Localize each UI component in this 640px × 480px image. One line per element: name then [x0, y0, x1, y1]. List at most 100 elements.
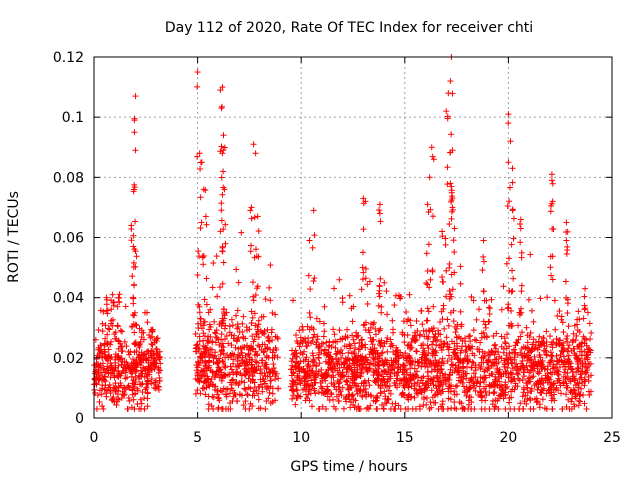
y-tick-label: 0.04 — [53, 291, 84, 307]
data-point — [157, 353, 164, 360]
data-point — [261, 341, 268, 348]
data-point — [339, 295, 346, 302]
data-point — [112, 388, 119, 395]
data-point — [267, 346, 274, 353]
data-point — [232, 344, 239, 351]
data-point — [228, 316, 235, 323]
data-point — [101, 386, 108, 393]
data-point — [440, 302, 447, 309]
data-point — [500, 283, 507, 290]
data-point — [301, 348, 308, 355]
data-point — [100, 405, 107, 412]
data-point — [241, 366, 248, 373]
data-point — [310, 207, 317, 214]
data-point — [424, 369, 431, 376]
data-point — [548, 171, 555, 178]
data-point — [131, 381, 138, 388]
data-point — [482, 397, 489, 404]
data-point — [197, 166, 204, 173]
data-point — [96, 398, 103, 405]
data-point — [115, 356, 122, 363]
data-point — [586, 320, 593, 327]
data-point — [429, 153, 436, 160]
data-point — [480, 318, 487, 325]
data-point — [486, 311, 493, 318]
data-point — [518, 288, 525, 295]
data-point — [263, 383, 270, 390]
data-point — [442, 241, 449, 248]
data-point — [217, 351, 224, 358]
data-point — [267, 377, 274, 384]
data-point — [202, 213, 209, 220]
data-point — [214, 293, 221, 300]
data-point — [506, 255, 513, 262]
data-point — [119, 347, 126, 354]
data-point — [192, 390, 199, 397]
data-point — [219, 248, 226, 255]
data-point — [479, 267, 486, 274]
data-point — [241, 379, 248, 386]
data-point — [485, 318, 492, 325]
data-point — [197, 372, 204, 379]
data-point — [208, 376, 215, 383]
data-point — [233, 266, 240, 273]
data-point — [138, 381, 145, 388]
data-point — [130, 377, 137, 384]
data-point — [423, 317, 430, 324]
data-point — [123, 367, 130, 374]
data-point — [509, 179, 516, 186]
data-point — [330, 326, 337, 333]
data-point — [257, 370, 264, 377]
data-point — [383, 288, 390, 295]
data-point — [245, 384, 252, 391]
data-point — [252, 150, 259, 157]
data-point — [346, 292, 353, 299]
data-point — [503, 260, 510, 267]
data-point — [212, 339, 219, 346]
data-point — [128, 226, 135, 233]
data-point — [230, 356, 237, 363]
data-point — [206, 383, 213, 390]
data-point — [218, 105, 225, 112]
data-point — [418, 307, 425, 314]
data-point — [216, 341, 223, 348]
data-point — [253, 387, 260, 394]
data-point — [155, 384, 162, 391]
data-point — [401, 339, 408, 346]
data-point — [372, 331, 379, 338]
data-point — [253, 331, 260, 338]
data-point — [214, 391, 221, 398]
data-point — [225, 340, 232, 347]
data-point — [547, 264, 554, 271]
data-point — [132, 93, 139, 100]
data-points — [91, 54, 595, 412]
data-point — [423, 280, 430, 287]
data-point — [505, 111, 512, 118]
data-point — [117, 327, 124, 334]
data-point — [251, 214, 258, 221]
data-point — [148, 366, 155, 373]
data-point — [269, 355, 276, 362]
data-point — [130, 295, 137, 302]
data-point — [444, 316, 451, 323]
data-point — [130, 259, 137, 266]
data-point — [446, 264, 453, 271]
data-point — [207, 306, 214, 313]
data-point — [510, 275, 517, 282]
data-point — [231, 332, 238, 339]
data-point — [242, 398, 249, 405]
data-point — [311, 232, 318, 239]
data-point — [144, 309, 151, 316]
y-tick-label: 0.12 — [53, 50, 84, 66]
data-point — [384, 348, 391, 355]
data-point — [134, 385, 141, 392]
data-point — [518, 254, 525, 261]
data-point — [379, 349, 386, 356]
data-point — [118, 343, 125, 350]
data-point — [140, 336, 147, 343]
data-point — [193, 367, 200, 374]
data-point — [210, 260, 217, 267]
data-point — [517, 221, 524, 228]
data-point — [218, 336, 225, 343]
data-point — [376, 201, 383, 208]
